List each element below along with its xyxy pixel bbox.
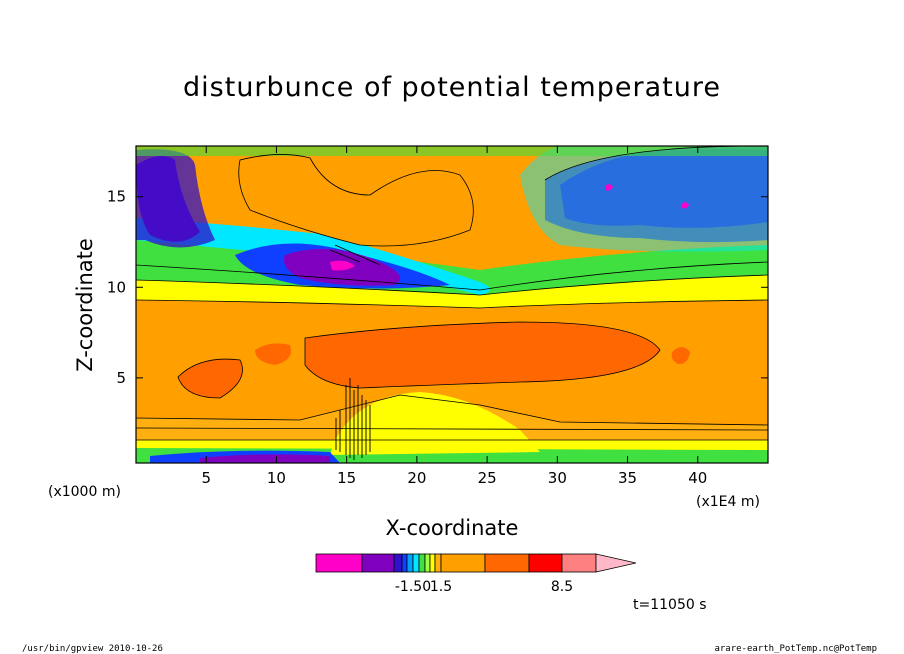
orange-blob-left [178,359,243,398]
orange-blob-right [671,347,690,365]
surface-purple-patch [200,454,330,463]
plot-frame [135,145,769,464]
time-label: t=11050 s [633,597,707,613]
colorbar-swatch [315,553,363,573]
y-axis-label: Z-coordinate [73,238,97,372]
x-tick-label: 20 [407,469,426,487]
colorbar-swatch [429,553,436,573]
x-tick-label: 10 [267,469,286,487]
colorbar-swatch [393,553,403,573]
x-tick-label: 5 [201,469,211,487]
contour-line [304,321,661,389]
colorbar-swatch [412,553,420,573]
magenta-core [330,260,355,271]
colorbar-swatch [424,553,431,573]
contour-line [136,274,768,296]
y-axis: 5 10 15 [107,188,768,387]
colorbar-label: -1.50 [395,579,431,595]
right-magenta-dot [605,184,613,191]
colorbar-arrow [595,553,637,573]
wave-breaking-lines [329,244,381,460]
contour-line [136,299,768,309]
tropopause-blue-band [136,218,490,295]
contour-line [136,427,768,431]
upper-right-cyan [520,146,768,252]
contour-line [177,358,243,399]
contour-plot-area [136,146,768,463]
orange-blob-mid [255,343,291,365]
y-tick-label: 15 [107,188,126,206]
x-tick-label: 15 [337,469,356,487]
x-axis: 5 10 15 20 25 30 35 40 [201,146,707,487]
colorbar-swatch [561,553,597,573]
contour-line [136,261,768,291]
upper-right-blue [545,146,768,243]
right-magenta-dot-2 [682,202,689,209]
y-tick-label: 5 [116,369,126,387]
colorbar-swatch [401,553,408,573]
x-tick-label: 35 [618,469,637,487]
colorbar-label: 1.5 [430,579,452,595]
chart-title: disturbunce of potential temperature [183,72,721,103]
contour-line [136,394,768,426]
colorbar-swatch [406,553,414,573]
colorbar-swatch [434,553,442,573]
colorbar-swatch [361,553,395,573]
x-unit-right-label: (x1E4 m) [696,494,760,510]
colorbar-swatch [528,553,563,573]
footer-right: arare-earth_PotTemp.nc@PotTemp [714,644,877,654]
colorbar: -1.501.5 8.5 [315,553,637,595]
x-tick-label: 30 [548,469,567,487]
x-axis-label: X-coordinate [386,516,519,540]
x-tick-label: 25 [478,469,497,487]
yellow-near-surface [330,392,540,455]
contour-line [238,154,474,247]
upper-orange-crest [238,154,474,246]
footer-left: /usr/bin/gpview 2010-10-26 [22,644,163,654]
colorbar-swatch [440,553,486,573]
x-tick-label: 40 [688,469,707,487]
colorbar-label: 8.5 [551,579,573,595]
colorbar-swatch [418,553,426,573]
upper-top-green [136,146,768,156]
x-unit-left-label: (x1000 m) [48,484,121,500]
colorbar-swatch [484,553,530,573]
y-tick-label: 10 [107,278,126,296]
upper-left-blue [136,149,215,248]
lower-orange-core [305,322,660,388]
